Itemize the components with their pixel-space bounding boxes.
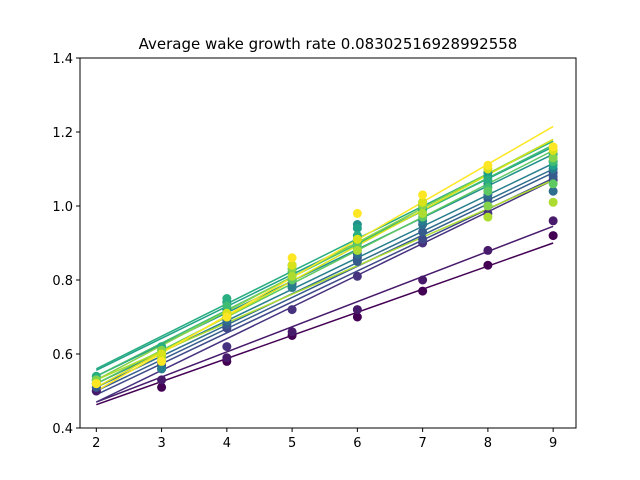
- fit-line-11: [95, 149, 554, 385]
- fit-line-1: [96, 225, 554, 403]
- data-point: [418, 190, 428, 200]
- data-point: [418, 275, 428, 285]
- data-point: [157, 382, 167, 392]
- data-point: [157, 375, 167, 385]
- x-tick-label: 9: [549, 436, 557, 451]
- data-point: [222, 312, 232, 322]
- y-tick-label: 0.6: [52, 348, 73, 363]
- data-point: [352, 257, 362, 266]
- data-point: [352, 234, 362, 244]
- fit-line-2: [95, 179, 554, 403]
- y-tick-label: 0.4: [52, 422, 73, 437]
- data-point: [418, 227, 428, 237]
- data-point: [91, 379, 101, 389]
- data-point: [287, 327, 297, 337]
- fit-line-0: [96, 242, 554, 406]
- data-points: [91, 142, 558, 396]
- fit-line-3: [95, 177, 554, 396]
- data-point: [418, 286, 428, 296]
- x-axis: 2 3 4 5 6 7 8 9: [92, 428, 557, 451]
- data-point: [352, 245, 362, 255]
- fit-line-14: [95, 138, 554, 388]
- fit-line-5: [95, 168, 554, 388]
- y-tick-label: 1.4: [52, 52, 73, 67]
- data-point: [157, 364, 167, 374]
- data-point: [548, 153, 558, 163]
- x-tick-label: 7: [418, 436, 426, 451]
- data-point: [287, 253, 297, 263]
- data-point: [483, 245, 493, 255]
- data-point: [352, 312, 362, 322]
- data-point: [548, 142, 558, 152]
- x-tick-label: 4: [223, 436, 231, 451]
- fit-line-10: [95, 144, 554, 377]
- data-point: [418, 208, 428, 218]
- fit-line-4: [95, 172, 554, 392]
- x-tick-label: 3: [157, 436, 165, 451]
- fit-line-12: [95, 138, 554, 381]
- data-point: [548, 216, 558, 226]
- y-tick-label: 1.0: [52, 200, 73, 215]
- data-point: [418, 234, 428, 244]
- data-point: [157, 356, 167, 366]
- data-point: [222, 342, 232, 352]
- data-point: [418, 197, 428, 207]
- fit-line-15: [95, 125, 554, 392]
- data-point: [483, 212, 493, 222]
- data-point: [287, 282, 297, 292]
- fit-lines: [95, 125, 554, 406]
- y-tick-label: 0.8: [52, 274, 73, 289]
- data-point: [483, 201, 493, 211]
- data-point: [483, 175, 493, 185]
- data-point: [222, 294, 232, 303]
- data-point: [222, 301, 232, 311]
- chart-title: Average wake growth rate 0.0830251692899…: [139, 35, 518, 53]
- data-point: [352, 305, 362, 315]
- data-point: [287, 305, 297, 315]
- data-point: [548, 186, 558, 196]
- data-point: [287, 260, 297, 270]
- data-point: [157, 349, 167, 359]
- data-point: [548, 171, 558, 181]
- data-point: [352, 271, 362, 281]
- plot-frame: [79, 57, 577, 429]
- data-point: [222, 353, 232, 363]
- data-point: [287, 271, 297, 281]
- x-tick-label: 8: [484, 436, 492, 451]
- data-point: [483, 160, 493, 170]
- y-tick-label: 1.2: [52, 126, 73, 141]
- data-point: [483, 260, 493, 270]
- data-point: [548, 179, 558, 189]
- data-point: [352, 208, 362, 218]
- data-point: [548, 231, 558, 241]
- x-tick-label: 2: [92, 436, 100, 451]
- y-axis: 0.4 0.6 0.8 1.0 1.2 1.4: [52, 52, 80, 437]
- x-tick-label: 5: [288, 436, 296, 451]
- x-tick-label: 6: [353, 436, 361, 451]
- data-point: [548, 197, 558, 207]
- data-point: [352, 223, 362, 233]
- data-point: [483, 186, 493, 196]
